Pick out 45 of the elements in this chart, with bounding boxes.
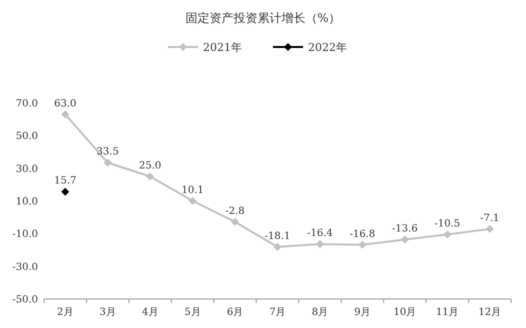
data-label: -7.1 — [480, 212, 500, 224]
point — [61, 188, 70, 196]
x-tick-label: 2月 — [57, 307, 74, 318]
x-tick-label: 5月 — [184, 307, 201, 318]
y-tick-label: 50.0 — [16, 131, 38, 142]
data-label: -13.6 — [392, 224, 418, 235]
y-tick-label: 30.0 — [16, 164, 38, 175]
x-tick-label: 8月 — [312, 307, 328, 318]
x-tick-label: 9月 — [354, 307, 371, 318]
x-tick-label: 6月 — [226, 307, 244, 318]
data-label: 10.1 — [181, 184, 204, 196]
point — [400, 236, 409, 244]
x-tick-label: 7月 — [269, 307, 286, 318]
legend-label: 2022年 — [308, 41, 347, 54]
data-label: -18.1 — [264, 230, 290, 242]
x-tick-label: 3月 — [99, 307, 116, 318]
data-label: -2.8 — [225, 206, 245, 217]
data-label: -10.5 — [434, 218, 460, 230]
point — [274, 242, 282, 251]
data-label: 25.0 — [139, 160, 162, 172]
y-tick-label: 70.0 — [16, 98, 38, 110]
x-tick-label: 12月 — [478, 307, 502, 318]
y-tick-label: -50.0 — [12, 294, 38, 306]
x-tick-label: 4月 — [142, 307, 158, 318]
point — [61, 110, 70, 118]
point — [231, 218, 240, 226]
data-label: 63.0 — [54, 98, 76, 110]
x-tick-label: 10月 — [393, 307, 416, 318]
y-tick-label: -10.0 — [12, 229, 38, 240]
data-label: 33.5 — [96, 146, 119, 158]
data-label: -16.4 — [307, 228, 333, 240]
data-label: 15.7 — [54, 176, 76, 187]
legend-label: 2021年 — [203, 41, 242, 54]
point — [358, 240, 366, 249]
y-tick-label: 10.0 — [16, 196, 38, 208]
x-tick-label: 11月 — [436, 307, 459, 318]
y-tick-label: -30.0 — [12, 262, 38, 273]
point — [104, 158, 112, 167]
point — [316, 240, 324, 248]
point — [443, 230, 452, 238]
data-label: -16.8 — [350, 228, 376, 240]
point — [188, 196, 197, 205]
point — [146, 172, 154, 180]
point — [486, 224, 494, 233]
chart-title: 固定资产投资累计增长（%） — [185, 11, 341, 25]
